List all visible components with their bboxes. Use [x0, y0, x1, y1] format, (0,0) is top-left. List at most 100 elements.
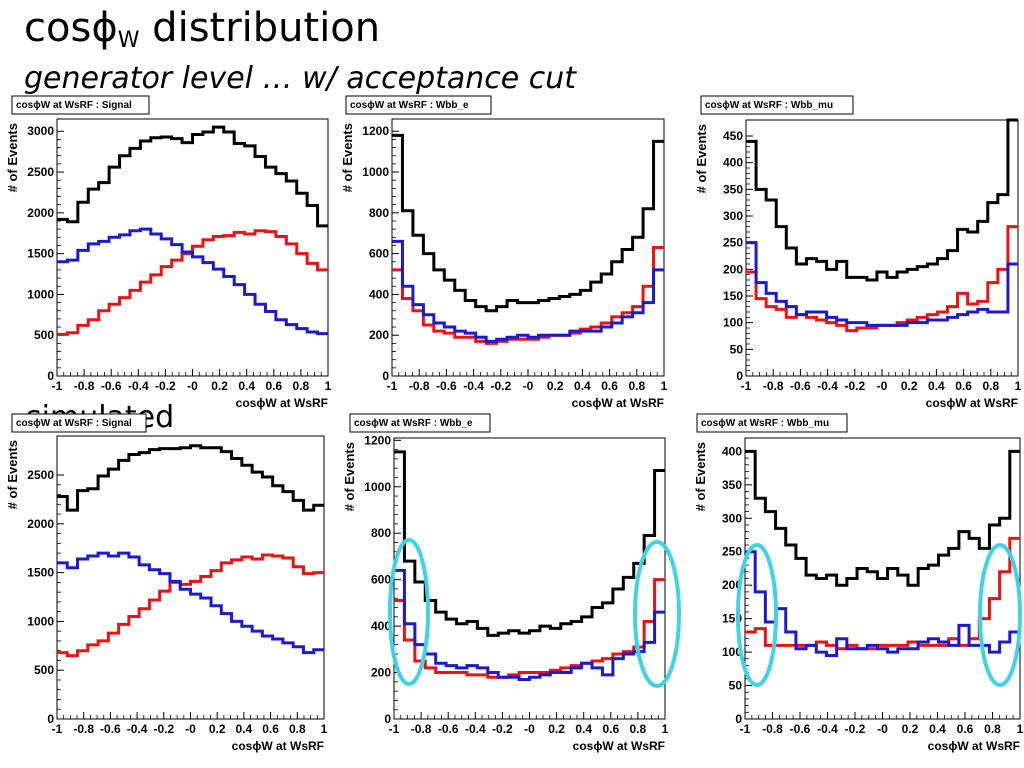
x-tick-label: -0 [187, 379, 198, 393]
plot-title-box [11, 413, 147, 433]
y-tick-label: 250 [723, 236, 743, 250]
y-tick-label: 500 [34, 328, 54, 342]
x-tick-label: 1 [662, 722, 669, 736]
x-tick-label: 0.6 [955, 379, 972, 393]
histogram-blue [57, 551, 324, 655]
histogram-black [57, 444, 324, 512]
y-tick-label: 400 [723, 156, 743, 170]
highlight-ellipse [633, 540, 681, 688]
x-tick-label: -0.6 [438, 722, 459, 736]
y-axis-title: # of Events [693, 442, 708, 511]
histogram-blue [746, 241, 1018, 327]
x-axis-title: cosϕW at WsRF [236, 396, 328, 410]
y-tick-label: 1500 [27, 247, 54, 261]
y-tick-label: 3000 [27, 124, 54, 138]
y-tick-label: 300 [723, 209, 743, 223]
x-tick-label: -0 [877, 379, 888, 393]
y-axis-title: # of Events [5, 440, 20, 509]
slide-title-rest: distribution [139, 5, 381, 51]
x-tick-label: -1 [741, 379, 752, 393]
y-tick-label: 200 [369, 328, 389, 342]
plot-title: cosϕW at WsRF : Wbb_mu [701, 418, 829, 429]
x-tick-label: 0.6 [265, 379, 282, 393]
x-tick-label: -0.2 [155, 379, 176, 393]
x-tick-label: -0.2 [492, 722, 513, 736]
y-tick-label: 600 [369, 247, 389, 261]
y-tick-label: 1200 [364, 433, 391, 447]
y-tick-label: 350 [722, 478, 742, 492]
x-tick-label: 1 [1017, 722, 1024, 736]
x-tick-label: 1 [325, 379, 332, 393]
plot-title-box [696, 413, 848, 433]
y-tick-label: 100 [723, 316, 743, 330]
x-tick-label: -0.2 [490, 379, 511, 393]
y-tick-label: 2500 [27, 165, 54, 179]
x-tick-label: -0 [877, 722, 888, 736]
y-tick-label: 300 [722, 511, 742, 525]
x-axis-title: cosϕW at WsRF [232, 739, 324, 753]
x-tick-label: -0.8 [74, 379, 95, 393]
x-tick-label: -0.6 [101, 379, 122, 393]
y-tick-label: 1000 [27, 614, 54, 628]
y-tick-label: 800 [371, 526, 391, 540]
plot-title-box [11, 95, 150, 115]
x-tick-label: 0.6 [262, 722, 279, 736]
plot-title: cosϕW at WsRF : Wbb_mu [705, 100, 833, 111]
histogram-black [57, 125, 328, 228]
x-tick-label: 0.4 [929, 722, 946, 736]
y-tick-label: 400 [369, 287, 389, 301]
x-tick-label: -0.2 [153, 722, 174, 736]
y-tick-label: 600 [371, 573, 391, 587]
slide-title-sub: W [117, 28, 140, 53]
x-tick-label: 0.4 [928, 379, 945, 393]
x-tick-label: -1 [52, 379, 63, 393]
x-tick-label: -1 [387, 379, 398, 393]
x-tick-label: 1 [321, 722, 328, 736]
y-tick-label: 250 [722, 545, 742, 559]
x-tick-label: -0.2 [845, 722, 866, 736]
y-tick-label: 0 [47, 369, 54, 383]
x-tick-label: -0 [523, 379, 534, 393]
y-tick-label: 1000 [27, 287, 54, 301]
x-tick-label: -1 [389, 722, 400, 736]
x-tick-label: 0.2 [209, 722, 226, 736]
x-axis-title: cosϕW at WsRF [926, 396, 1018, 410]
x-tick-label: 0.4 [574, 379, 591, 393]
y-tick-label: 400 [722, 444, 742, 458]
slide-subtitle: generator level … w/ acceptance cut [24, 61, 577, 96]
x-tick-label: 0.8 [984, 722, 1001, 736]
x-tick-label: 0.8 [293, 379, 310, 393]
y-tick-label: 50 [729, 679, 743, 693]
histogram-blue [394, 568, 665, 682]
x-tick-label: 0.4 [575, 722, 592, 736]
y-tick-label: 200 [723, 262, 743, 276]
x-tick-label: -0.4 [817, 722, 838, 736]
x-tick-label: -0.4 [817, 379, 838, 393]
slide-title: cosϕW distribution [24, 8, 380, 52]
y-tick-label: 100 [722, 645, 742, 659]
plot-title-box [345, 95, 492, 115]
y-tick-label: 0 [735, 712, 742, 726]
x-tick-label: -0.8 [411, 722, 432, 736]
x-tick-label: 0.2 [547, 379, 564, 393]
x-tick-label: -1 [52, 722, 63, 736]
slide-title-phi: ϕ [91, 5, 118, 51]
x-tick-label: 0.8 [628, 379, 645, 393]
x-tick-label: -0.6 [100, 722, 121, 736]
x-tick-label: -0.6 [790, 379, 811, 393]
y-tick-label: 2500 [27, 468, 54, 482]
histogram-black [746, 118, 1018, 282]
histogram-black [745, 449, 1020, 587]
plot-title: cosϕW at WsRF : Signal [16, 418, 132, 429]
x-tick-label: 0.6 [601, 379, 618, 393]
y-tick-label: 2000 [27, 517, 54, 531]
x-tick-label: 0.2 [211, 379, 228, 393]
y-axis-title: # of Events [340, 123, 355, 192]
histogram-black [392, 133, 664, 313]
x-tick-label: -0.2 [844, 379, 865, 393]
y-tick-label: 1000 [364, 480, 391, 494]
y-axis-title: # of Events [342, 442, 357, 511]
